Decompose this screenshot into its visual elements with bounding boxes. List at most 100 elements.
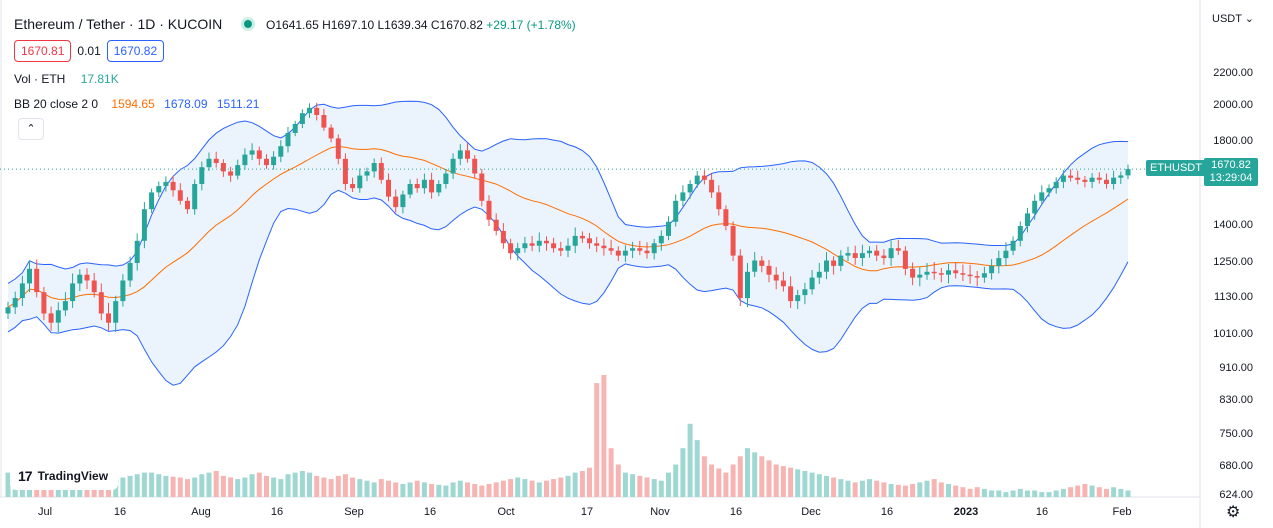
- candle-body: [357, 175, 363, 189]
- volume-bar: [874, 480, 880, 497]
- candle-body: [773, 274, 779, 281]
- candle-body: [917, 274, 923, 278]
- candle-body: [493, 219, 499, 231]
- candle-body: [364, 171, 370, 176]
- candle-body: [529, 243, 535, 246]
- candle-body: [328, 127, 334, 139]
- candle-body: [91, 280, 97, 293]
- candle-body: [622, 250, 628, 256]
- candle-body: [946, 270, 951, 275]
- symbol-tag: ETHUSDT: [1146, 160, 1206, 176]
- currency-selector[interactable]: USDT ⌄: [1212, 13, 1255, 25]
- quote-panel: 1670.81 0.01 1670.82: [14, 40, 165, 62]
- candle-body: [256, 150, 262, 159]
- candle-body: [177, 190, 183, 201]
- volume-bar: [737, 456, 743, 497]
- volume-bar: [788, 467, 794, 497]
- candle-body: [70, 283, 76, 302]
- volume-bar: [673, 464, 679, 497]
- candle-body: [120, 280, 126, 302]
- buy-button[interactable]: 1670.82: [106, 40, 165, 62]
- candle-body: [737, 255, 743, 298]
- candle-body: [443, 173, 449, 184]
- candle-body: [680, 192, 686, 201]
- candle-body: [242, 154, 248, 166]
- chevron-up-icon[interactable]: ⌃: [18, 118, 44, 140]
- volume-bar: [1118, 488, 1124, 497]
- market-status-dot: [244, 20, 253, 28]
- volume-bar: [414, 480, 420, 497]
- candle-body: [407, 184, 413, 195]
- candle-body: [465, 150, 470, 159]
- price-tick-label: 624.00: [1219, 489, 1253, 501]
- candle-body: [1089, 177, 1095, 182]
- volume-bar: [1017, 488, 1023, 497]
- candle-body: [27, 268, 32, 284]
- bollinger-legend[interactable]: BB 20 close 2 0 1594.65 1678.09 1511.21: [14, 97, 259, 111]
- volume-bar: [515, 477, 521, 497]
- symbol-title[interactable]: Ethereum / Tether · 1D · KUCOIN: [14, 16, 223, 32]
- candle-body: [658, 235, 664, 244]
- candle-body: [536, 240, 542, 246]
- volume-bar: [120, 477, 126, 497]
- candle-body: [314, 107, 320, 115]
- time-tick-label: 16: [880, 506, 894, 518]
- time-tick-label: 16: [729, 506, 743, 518]
- volume-bar: [299, 471, 305, 497]
- time-tick-label: Feb: [1112, 506, 1132, 518]
- volume-bar: [902, 485, 908, 497]
- candle-body: [579, 235, 585, 239]
- volume-bar: [1010, 490, 1016, 497]
- volume-bar: [845, 480, 851, 497]
- volume-bar: [579, 471, 585, 497]
- sell-button[interactable]: 1670.81: [14, 40, 72, 62]
- volume-bar: [594, 383, 600, 497]
- volume-bar: [321, 477, 327, 497]
- candle-body: [371, 163, 377, 172]
- volume-bar: [1089, 485, 1095, 497]
- candle-body: [874, 250, 880, 256]
- spread-value: 0.01: [77, 44, 101, 58]
- time-tick-label: Aug: [191, 506, 211, 518]
- candle-body: [1118, 175, 1124, 178]
- candle-body: [515, 248, 521, 254]
- candle-body: [1017, 226, 1023, 241]
- volume-bar: [723, 472, 729, 497]
- candle-body: [780, 280, 786, 287]
- gear-icon[interactable]: ⚙: [1226, 504, 1241, 521]
- price-tick-label: 1010.00: [1213, 328, 1253, 340]
- price-tick-label: 1400.00: [1213, 219, 1253, 231]
- candle-body: [759, 260, 765, 266]
- volume-bar: [766, 460, 772, 497]
- candle-body: [989, 265, 995, 274]
- candle-body: [41, 292, 47, 314]
- volume-bar: [802, 471, 808, 497]
- candle-body: [350, 184, 356, 189]
- candle-body: [809, 277, 815, 290]
- candle-body: [953, 270, 959, 274]
- volume-bar: [637, 475, 643, 497]
- time-tick-label: Jul: [37, 506, 53, 518]
- candle-body: [601, 245, 607, 249]
- volume-bar: [601, 375, 607, 497]
- candle-body: [264, 158, 269, 166]
- volume-bar: [127, 475, 133, 497]
- candle-body: [587, 238, 592, 244]
- price-tick-label: 1130.00: [1214, 291, 1253, 303]
- candle-body: [824, 260, 829, 272]
- bollinger-label: BB 20 close 2 0: [14, 97, 99, 111]
- volume-bar: [465, 482, 470, 497]
- tradingview-logo[interactable]: 17 TradingView: [10, 462, 118, 490]
- volume-bar: [1060, 488, 1066, 497]
- volume-bar: [824, 475, 829, 497]
- volume-legend[interactable]: Vol · ETH 17.81K: [14, 72, 119, 86]
- candle-body: [12, 298, 18, 308]
- candle-body: [845, 253, 851, 256]
- volume-bar: [608, 448, 614, 497]
- volume-bar: [400, 484, 406, 497]
- candle-body: [608, 248, 614, 251]
- candle-body: [98, 292, 104, 314]
- volume-bar: [1003, 492, 1009, 497]
- volume-bar: [522, 479, 528, 497]
